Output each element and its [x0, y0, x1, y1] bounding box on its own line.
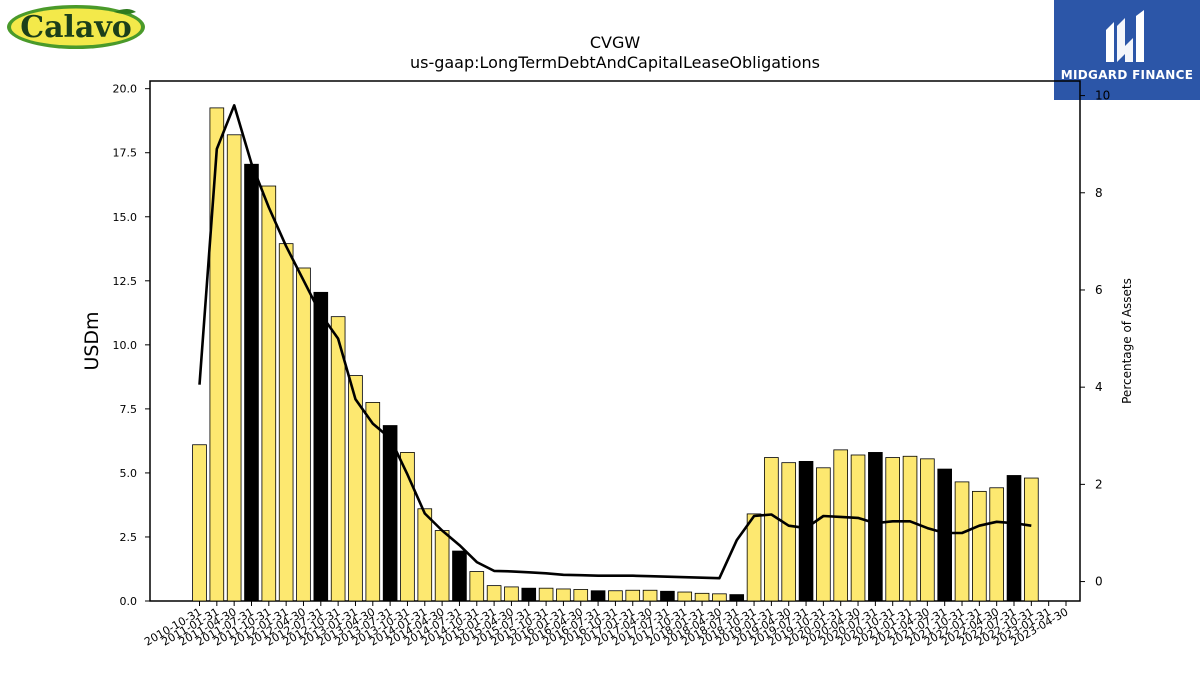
- bar: [434, 530, 450, 602]
- bar: [764, 457, 779, 602]
- chart-subtitle: us-gaap:LongTermDebtAndCapitalLeaseOblig…: [409, 53, 821, 72]
- bar: [1024, 477, 1039, 602]
- chart-title: CVGW: [589, 33, 641, 52]
- y2-tick-label: 8: [1095, 186, 1103, 200]
- bar: [348, 375, 363, 602]
- percentage-line: [198, 104, 1032, 580]
- bar: [798, 460, 814, 602]
- bar: [538, 587, 554, 602]
- bar: [712, 593, 727, 602]
- bar: [816, 467, 831, 602]
- bar: [313, 291, 329, 602]
- bar: [261, 185, 277, 602]
- y-axis-label: USDm: [81, 311, 103, 370]
- bar: [417, 508, 433, 602]
- y-tick-label: 12.5: [113, 275, 138, 288]
- y-tick-label: 10.0: [113, 339, 138, 352]
- midgard-finance-logo: MIDGARD FINANCE: [1054, 0, 1200, 100]
- y2-tick-label: 4: [1095, 380, 1103, 394]
- y-tick-label: 7.5: [120, 403, 138, 416]
- y-tick-label: 0.0: [120, 595, 138, 608]
- calavo-logo: Calavo: [6, 4, 146, 50]
- y2-tick-label: 0: [1095, 575, 1103, 589]
- bar: [660, 590, 675, 602]
- bar: [590, 590, 606, 602]
- y2-tick-label: 6: [1095, 283, 1103, 297]
- bar: [642, 589, 658, 602]
- bar: [226, 134, 242, 602]
- y2-axis-label: Percentage of Assets: [1120, 278, 1134, 404]
- y2-tick-label: 10: [1095, 89, 1110, 103]
- bar: [486, 585, 502, 602]
- bar: [989, 487, 1004, 602]
- bar: [850, 454, 866, 602]
- bar: [382, 425, 398, 602]
- bar: [677, 591, 693, 602]
- bar: [833, 449, 849, 602]
- bar: [504, 586, 519, 602]
- bar: [885, 457, 900, 602]
- bar: [1006, 475, 1022, 602]
- bar: [365, 402, 381, 602]
- bar: [521, 587, 537, 602]
- bar: [608, 590, 623, 602]
- bar: [296, 267, 311, 602]
- bar: [452, 550, 467, 602]
- bar: [209, 107, 225, 602]
- bar: [729, 594, 745, 602]
- y-tick-label: 2.5: [120, 531, 138, 544]
- bar: [469, 571, 485, 602]
- bar: [954, 481, 970, 602]
- bar: [868, 452, 883, 602]
- bar: [972, 490, 987, 602]
- calavo-logo-text: Calavo: [20, 10, 132, 45]
- y2-tick-label: 2: [1095, 477, 1103, 491]
- bar: [937, 468, 952, 602]
- y-tick-label: 17.5: [113, 147, 138, 160]
- y-tick-label: 15.0: [113, 211, 138, 224]
- bar: [278, 243, 294, 602]
- bar: [694, 592, 710, 602]
- bar: [192, 444, 207, 602]
- bar: [244, 163, 259, 602]
- bar: [573, 589, 589, 602]
- leaf-icon: [114, 9, 136, 14]
- bar: [625, 589, 641, 602]
- bar: [902, 455, 918, 602]
- bar: [556, 588, 571, 602]
- bar: [746, 513, 762, 602]
- y-tick-label: 5.0: [120, 467, 138, 480]
- calavo-logo-graphic: Calavo: [7, 5, 145, 49]
- bar: [781, 462, 797, 602]
- midgard-emblem-icon: [1106, 10, 1144, 62]
- midgard-logo-text: MIDGARD FINANCE: [1060, 68, 1194, 82]
- y-tick-label: 20.0: [113, 83, 138, 96]
